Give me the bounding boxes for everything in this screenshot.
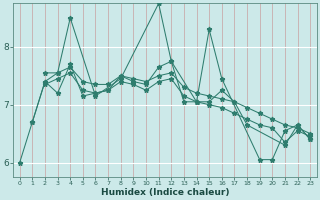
- X-axis label: Humidex (Indice chaleur): Humidex (Indice chaleur): [101, 188, 229, 197]
